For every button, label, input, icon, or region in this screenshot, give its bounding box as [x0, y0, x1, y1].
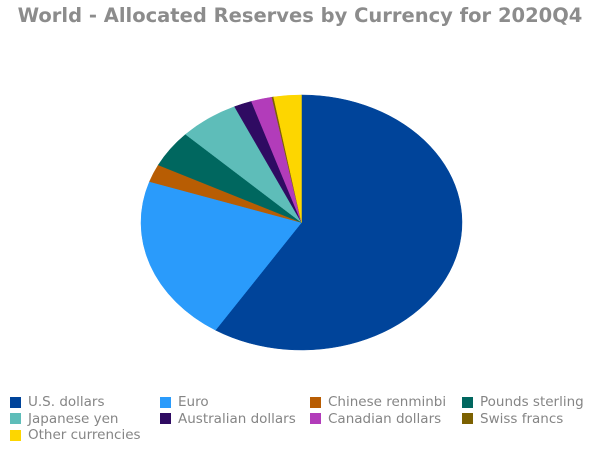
legend-item-us-dollars[interactable]: U.S. dollars — [10, 394, 105, 410]
legend-swatch — [10, 396, 21, 408]
legend-label: Pounds sterling — [480, 394, 584, 410]
legend-item-pounds-sterling[interactable]: Pounds sterling — [462, 394, 584, 410]
legend-swatch — [10, 413, 21, 424]
legend-item-japanese-yen[interactable]: Japanese yen — [10, 411, 118, 427]
chart-title: World - Allocated Reserves by Currency f… — [17, 4, 583, 27]
legend-item-canadian-dollars[interactable]: Canadian dollars — [310, 411, 441, 427]
pie-slice-u-s-dollars[interactable] — [215, 94, 463, 351]
legend-label: Canadian dollars — [328, 410, 442, 427]
legend-item-swiss-francs[interactable]: Swiss francs — [462, 411, 563, 427]
legend-label: Japanese yen — [28, 410, 119, 427]
legend-swatch — [462, 396, 473, 408]
legend-item-australian-dollars[interactable]: Australian dollars — [160, 411, 296, 427]
legend-label: Chinese renminbi — [328, 394, 447, 410]
pie-slice-euro[interactable] — [140, 181, 302, 331]
legend-swatch — [160, 396, 171, 408]
legend-swatch — [310, 396, 321, 408]
legend-swatch — [10, 429, 21, 441]
legend-item-other-currencies[interactable]: Other currencies — [10, 427, 141, 443]
legend-item-chinese-renminbi[interactable]: Chinese renminbi — [310, 394, 446, 410]
legend-item-euro[interactable]: Euro — [160, 394, 209, 410]
pie-chart — [140, 94, 463, 351]
pie-slices — [140, 94, 463, 351]
legend-label: Swiss francs — [480, 410, 564, 427]
legend-swatch — [160, 413, 171, 424]
legend-swatch — [462, 413, 473, 424]
legend-swatch — [310, 413, 321, 424]
legend-label: Australian dollars — [178, 410, 296, 427]
legend-label: Other currencies — [28, 427, 141, 443]
legend-label: U.S. dollars — [28, 394, 105, 410]
legend-label: Euro — [178, 394, 209, 410]
pie-slice-other-currencies[interactable] — [273, 94, 302, 223]
